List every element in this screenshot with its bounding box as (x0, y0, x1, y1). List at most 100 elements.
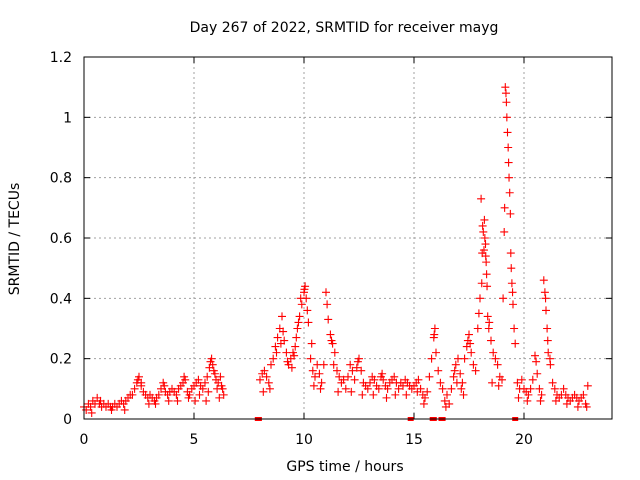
data-point (326, 330, 335, 339)
data-point (319, 360, 328, 369)
data-point (544, 348, 553, 357)
data-point (382, 393, 391, 402)
data-point (480, 234, 489, 242)
data-point (295, 312, 304, 321)
data-point (317, 378, 326, 387)
y-tick-label: 0.4 (50, 291, 72, 307)
data-point (262, 372, 271, 381)
data-point (430, 324, 439, 333)
data-point (269, 354, 278, 363)
data-point (542, 306, 550, 315)
data-point (315, 369, 324, 378)
data-point (427, 354, 436, 363)
data-point (494, 381, 503, 390)
data-point (260, 366, 269, 375)
data-point (503, 128, 512, 137)
data-point (300, 285, 309, 294)
data-point (216, 372, 225, 381)
data-point (438, 384, 447, 393)
x-tick-label: 10 (295, 432, 313, 448)
data-point (264, 378, 273, 387)
data-point (508, 288, 517, 297)
data-point (173, 396, 182, 405)
data-point (481, 240, 490, 249)
data-point (311, 372, 319, 381)
data-point (346, 360, 355, 369)
data-point (120, 405, 129, 414)
data-point (482, 270, 491, 279)
data-point (273, 333, 282, 342)
data-point (425, 372, 434, 381)
data-point (394, 384, 403, 393)
data-point (502, 98, 511, 107)
data-point (514, 393, 523, 402)
data-point (551, 396, 560, 405)
data-point (507, 279, 516, 288)
data-point (543, 336, 552, 345)
data-point (500, 203, 509, 212)
data-point (537, 390, 546, 399)
data-point (423, 387, 432, 396)
data-point (297, 300, 306, 309)
data-point (434, 366, 443, 375)
data-marks (80, 83, 592, 421)
x-axis-label: GPS time / hours (286, 459, 403, 475)
data-point (493, 360, 502, 369)
data-point (366, 378, 374, 387)
data-point (259, 387, 268, 396)
data-point (485, 318, 494, 327)
data-point (292, 333, 301, 342)
data-point (531, 351, 539, 360)
data-point (304, 318, 313, 327)
data-point (511, 339, 520, 348)
data-point (483, 312, 492, 321)
data-point (309, 381, 318, 390)
data-point (414, 375, 423, 384)
data-point (191, 396, 200, 405)
data-point (582, 402, 591, 411)
data-point (154, 390, 163, 399)
data-point (294, 318, 303, 327)
data-point (350, 375, 359, 384)
data-point (465, 330, 473, 339)
data-point (210, 369, 219, 378)
data-point (487, 336, 495, 345)
data-point (421, 393, 429, 402)
y-tick-label: 1.2 (50, 50, 72, 66)
data-point (505, 188, 514, 197)
data-point (502, 113, 511, 122)
chart-title: Day 267 of 2022, SRMTID for receiver may… (190, 20, 499, 36)
data-point (449, 372, 458, 381)
data-point (293, 324, 302, 333)
data-point (402, 390, 411, 399)
data-point (195, 390, 204, 399)
data-point (291, 342, 300, 351)
y-tick-label: 1 (63, 110, 72, 126)
data-point (443, 390, 451, 399)
data-point (341, 384, 350, 393)
data-point (500, 227, 509, 236)
data-point (466, 339, 475, 348)
plot-frame (83, 56, 613, 420)
data-point (450, 366, 459, 375)
data-point (327, 336, 336, 345)
data-point (504, 158, 513, 167)
data-point (308, 366, 317, 375)
data-point (489, 348, 498, 357)
data-point (488, 378, 497, 387)
data-point (164, 396, 173, 405)
data-point (130, 384, 139, 393)
data-point (579, 390, 588, 399)
data-point (265, 384, 274, 393)
x-tick-label: 15 (405, 432, 423, 448)
data-point (540, 288, 549, 297)
data-point (358, 390, 367, 399)
data-point (550, 384, 559, 393)
data-point (172, 390, 181, 399)
data-point (430, 330, 439, 339)
data-point (278, 312, 286, 321)
data-point (473, 324, 482, 333)
data-point (306, 354, 315, 363)
data-point (548, 378, 557, 387)
data-point (303, 306, 312, 315)
